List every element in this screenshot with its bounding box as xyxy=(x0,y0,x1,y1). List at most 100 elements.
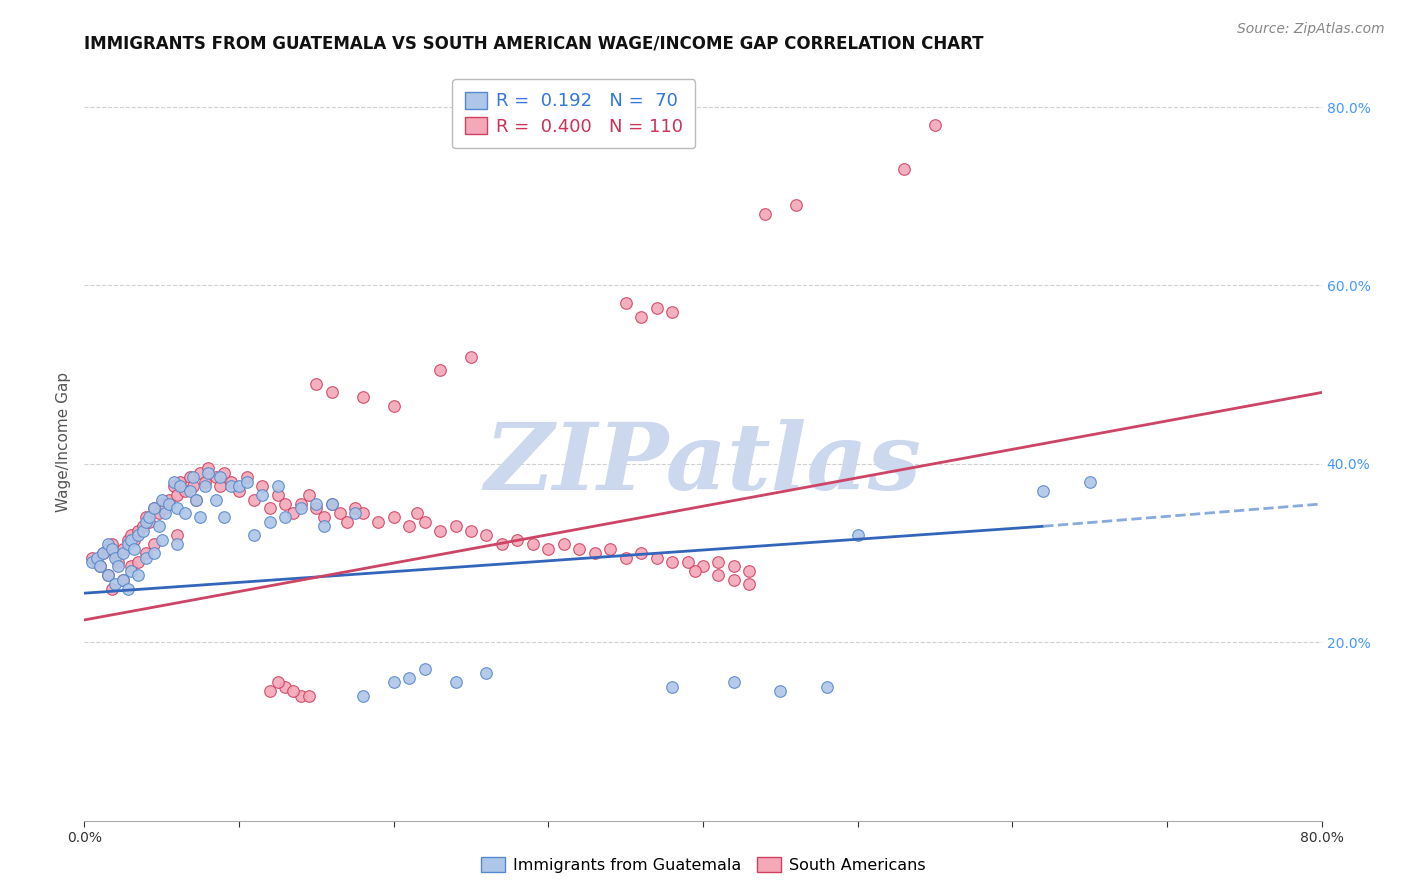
Point xyxy=(143,501,166,516)
Point xyxy=(120,564,142,578)
Point xyxy=(738,564,761,578)
Point xyxy=(209,470,232,484)
Point xyxy=(475,528,498,542)
Point xyxy=(228,479,250,493)
Point xyxy=(188,510,211,524)
Point xyxy=(723,573,745,587)
Point xyxy=(159,492,180,507)
Point xyxy=(382,510,405,524)
Point xyxy=(197,466,219,480)
Point xyxy=(398,671,420,685)
Text: Source: ZipAtlas.com: Source: ZipAtlas.com xyxy=(1237,22,1385,37)
Point xyxy=(630,310,652,324)
Text: ZIPatlas: ZIPatlas xyxy=(485,419,921,509)
Point xyxy=(444,519,467,533)
Point xyxy=(661,680,683,694)
Point xyxy=(893,162,915,177)
Point xyxy=(769,684,792,698)
Point xyxy=(583,546,606,560)
Point xyxy=(475,666,498,681)
Point xyxy=(599,541,621,556)
Point xyxy=(194,479,217,493)
Point xyxy=(194,475,217,489)
Point xyxy=(522,537,544,551)
Point xyxy=(166,528,188,542)
Legend: R =  0.192   N =  70, R =  0.400   N = 110: R = 0.192 N = 70, R = 0.400 N = 110 xyxy=(453,79,695,148)
Point xyxy=(135,510,157,524)
Point xyxy=(184,492,207,507)
Point xyxy=(312,510,335,524)
Point xyxy=(143,537,166,551)
Point xyxy=(117,582,139,596)
Point xyxy=(924,118,946,132)
Point xyxy=(96,541,118,556)
Point xyxy=(413,515,436,529)
Point xyxy=(120,559,142,574)
Point xyxy=(259,501,281,516)
Point xyxy=(506,533,529,547)
Point xyxy=(343,501,366,516)
Point xyxy=(243,492,266,507)
Point xyxy=(219,475,242,489)
Point xyxy=(568,541,591,556)
Point xyxy=(150,497,173,511)
Point xyxy=(630,546,652,560)
Point xyxy=(101,541,124,556)
Point xyxy=(290,689,312,703)
Point xyxy=(537,541,560,556)
Point xyxy=(96,568,118,582)
Point xyxy=(321,385,343,400)
Point xyxy=(82,550,104,565)
Point xyxy=(184,492,207,507)
Point xyxy=(174,483,197,498)
Point xyxy=(135,515,157,529)
Point xyxy=(112,541,135,556)
Point xyxy=(259,515,281,529)
Point xyxy=(692,559,714,574)
Point xyxy=(163,475,186,489)
Point xyxy=(138,515,160,529)
Point xyxy=(382,675,405,690)
Point xyxy=(148,506,170,520)
Point xyxy=(274,680,297,694)
Point xyxy=(212,466,235,480)
Point xyxy=(707,568,730,582)
Point xyxy=(91,546,114,560)
Point xyxy=(212,510,235,524)
Point xyxy=(104,577,127,591)
Point xyxy=(107,555,129,569)
Point xyxy=(104,546,127,560)
Point xyxy=(614,296,637,310)
Point xyxy=(104,550,127,565)
Point xyxy=(259,684,281,698)
Point xyxy=(274,497,297,511)
Point xyxy=(174,506,197,520)
Point xyxy=(336,515,359,529)
Legend: Immigrants from Guatemala, South Americans: Immigrants from Guatemala, South America… xyxy=(474,851,932,880)
Point xyxy=(143,501,166,516)
Point xyxy=(413,662,436,676)
Point xyxy=(96,537,118,551)
Point xyxy=(305,501,328,516)
Point xyxy=(267,488,290,502)
Point xyxy=(1032,483,1054,498)
Point xyxy=(243,528,266,542)
Point xyxy=(321,497,343,511)
Point xyxy=(250,479,273,493)
Point xyxy=(274,510,297,524)
Point xyxy=(112,573,135,587)
Point xyxy=(101,582,124,596)
Point xyxy=(122,541,145,556)
Point xyxy=(352,506,374,520)
Point xyxy=(166,488,188,502)
Point xyxy=(707,555,730,569)
Point xyxy=(112,573,135,587)
Point xyxy=(343,506,366,520)
Point xyxy=(382,399,405,413)
Point xyxy=(1078,475,1101,489)
Point xyxy=(148,519,170,533)
Point xyxy=(305,497,328,511)
Point xyxy=(661,305,683,319)
Point xyxy=(127,555,149,569)
Point xyxy=(267,479,290,493)
